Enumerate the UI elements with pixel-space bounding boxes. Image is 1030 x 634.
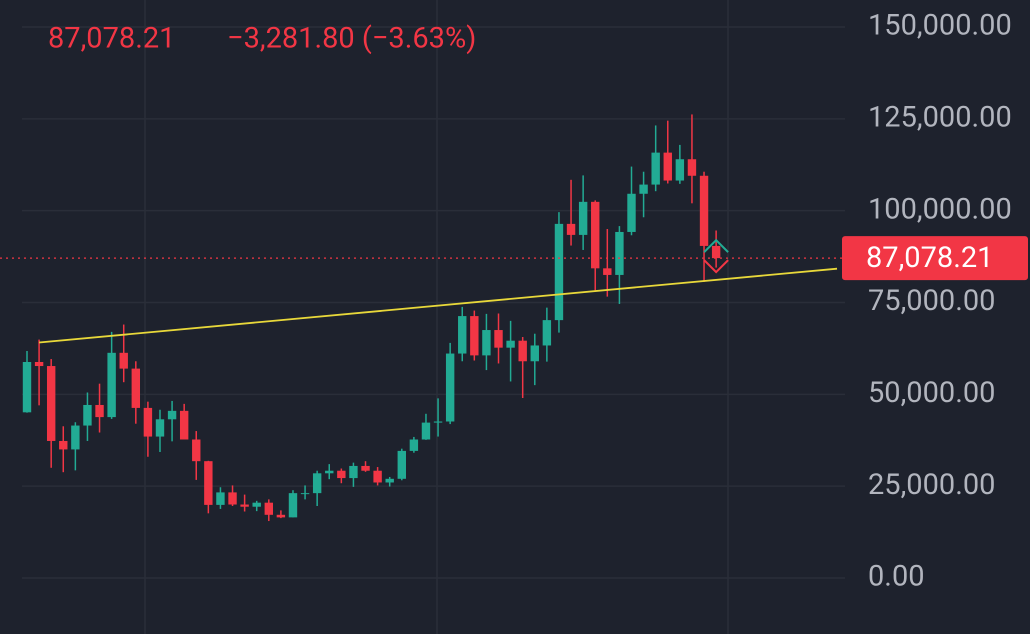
candle-body — [179, 410, 189, 440]
candle-body — [385, 478, 394, 483]
candle-body — [349, 465, 358, 479]
candle-body — [530, 345, 539, 362]
plot — [0, 114, 845, 522]
candle-body — [22, 361, 32, 413]
candle-body — [240, 504, 249, 507]
candle-body — [119, 352, 128, 369]
candle-body — [663, 152, 672, 181]
candle-body — [651, 152, 660, 185]
candle-body — [482, 330, 491, 356]
candle-body — [421, 422, 431, 440]
candle-body — [228, 492, 237, 505]
candle-body — [325, 470, 334, 474]
candle-body — [494, 330, 503, 348]
candle-body — [337, 470, 346, 479]
candle-body — [155, 419, 165, 437]
candle-body — [167, 410, 177, 420]
candle-body — [397, 450, 406, 479]
header-change: −3,281.80 (−3.63%) — [227, 22, 476, 56]
candle-body — [542, 320, 552, 346]
price-label: 87,078.21 — [866, 241, 993, 275]
y-tick-label: 100,000.00 — [868, 192, 1012, 226]
candle-body — [300, 493, 310, 495]
y-tick-label: 125,000.00 — [868, 100, 1012, 134]
y-tick-label: 50,000.00 — [868, 376, 995, 410]
candle-body — [83, 404, 92, 426]
y-tick-label: 25,000.00 — [868, 468, 995, 502]
y-tick-label: 75,000.00 — [868, 284, 995, 318]
candle-body — [34, 361, 44, 367]
candle-body — [143, 407, 153, 437]
candle-body — [615, 231, 624, 275]
alert-marker — [703, 259, 729, 274]
alert-marker — [703, 238, 729, 253]
y-tick-label: 0.00 — [868, 560, 925, 594]
candle-body — [71, 425, 80, 450]
candle-body — [470, 316, 479, 356]
candle-body — [578, 201, 588, 235]
candle-body — [458, 316, 467, 354]
candle-body — [603, 268, 612, 275]
candle-body — [264, 502, 273, 515]
y-tick-label: 150,000.00 — [868, 9, 1012, 43]
candle-body — [46, 366, 56, 441]
candle-body — [639, 184, 648, 194]
candle-body — [373, 470, 382, 483]
candle-body — [518, 340, 527, 362]
candle-body — [107, 352, 116, 418]
candle-body — [204, 461, 213, 505]
y-axis: 0.00 25,000.00 50,000.00 75,000.00 100,000.0… — [842, 9, 1028, 594]
candle-body — [361, 465, 370, 471]
candle-body — [276, 514, 286, 518]
candle-body — [409, 439, 419, 451]
grid — [22, 26, 845, 579]
candle-body — [566, 223, 576, 235]
candle-body — [312, 473, 322, 494]
trendline — [39, 267, 838, 344]
candle-body — [433, 421, 443, 423]
candle-body — [591, 201, 600, 269]
candle-body — [192, 439, 201, 462]
candle-body — [59, 440, 68, 450]
candle-body — [554, 223, 564, 321]
price-label-box — [842, 236, 1028, 281]
candle-body — [252, 502, 261, 507]
time-grid — [144, 0, 729, 634]
candle-body — [506, 340, 515, 348]
candle-body — [699, 175, 709, 246]
header-price: 87,078.21 — [48, 22, 175, 56]
candle-body — [216, 492, 225, 505]
candle-body — [445, 353, 455, 422]
candle-body — [131, 368, 141, 408]
candle-body — [675, 159, 685, 181]
candle-body — [687, 159, 697, 176]
candle-body — [711, 245, 721, 259]
candle-body — [627, 193, 636, 232]
candle-body — [288, 493, 298, 518]
candle-body — [95, 404, 104, 418]
